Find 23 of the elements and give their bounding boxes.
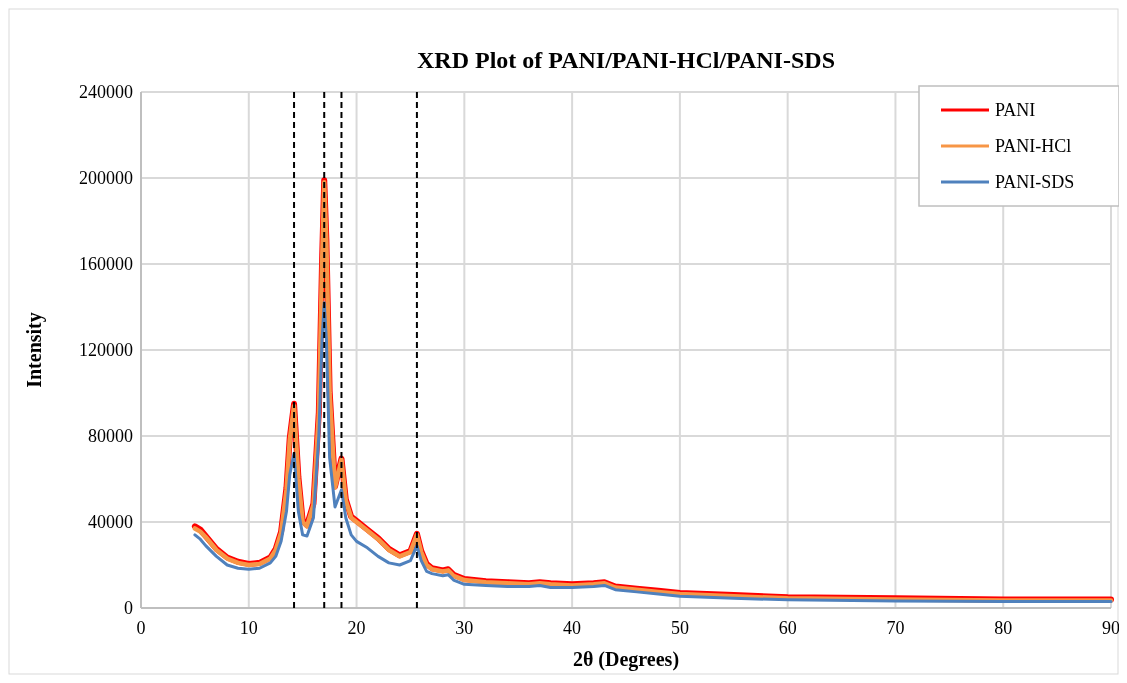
y-tick-label: 120000 — [79, 340, 133, 361]
x-tick-label: 80 — [994, 618, 1013, 638]
y-tick-label: 160000 — [79, 254, 133, 275]
y-tick-label: 200000 — [79, 168, 133, 189]
chart-title: XRD Plot of PANI/PANI-HCl/PANI-SDS — [417, 47, 835, 73]
x-tick-label: 0 — [136, 618, 146, 638]
x-tick-label: 10 — [239, 618, 258, 638]
x-tick-label: 70 — [886, 618, 905, 638]
y-tick-label: 80000 — [88, 426, 133, 447]
legend-label: PANI-HCl — [995, 136, 1072, 157]
legend-label: PANI-SDS — [995, 172, 1075, 193]
y-axis-title: Intensity — [23, 312, 46, 388]
y-tick-label: 0 — [124, 598, 133, 619]
x-tick-label: 60 — [778, 618, 797, 638]
x-tick-label: 40 — [563, 618, 582, 638]
x-tick-label: 50 — [670, 618, 689, 638]
x-tick-label: 90 — [1102, 618, 1120, 638]
x-axis-title: 2θ (Degrees) — [572, 648, 680, 671]
legend-label: PANI — [995, 100, 1036, 121]
x-tick-label: 20 — [347, 618, 366, 638]
y-tick-label: 40000 — [88, 512, 133, 533]
x-tick-label: 30 — [455, 618, 474, 638]
y-tick-label: 240000 — [79, 82, 133, 103]
